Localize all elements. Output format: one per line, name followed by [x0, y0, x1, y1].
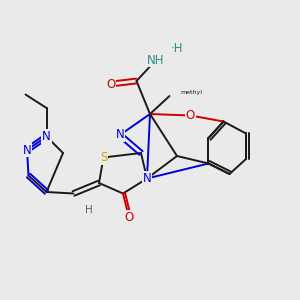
Text: S: S — [100, 151, 107, 164]
Text: methyl: methyl — [180, 91, 202, 95]
Text: NH: NH — [147, 53, 165, 67]
Text: O: O — [186, 109, 195, 122]
Text: H: H — [85, 205, 92, 215]
Text: N: N — [116, 128, 124, 142]
Text: O: O — [124, 211, 134, 224]
Text: N: N — [142, 172, 152, 185]
Text: N: N — [42, 130, 51, 143]
Text: ·H: ·H — [171, 41, 183, 55]
Text: N: N — [22, 143, 32, 157]
Text: O: O — [106, 77, 116, 91]
